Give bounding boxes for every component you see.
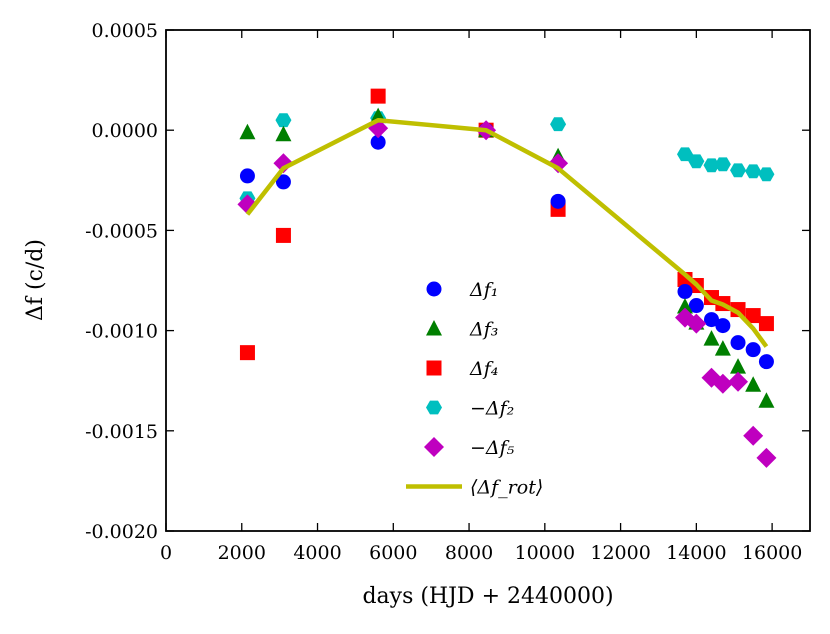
y-axis-title: Δf (c/d): [23, 239, 48, 321]
series-triangle-point: [758, 392, 775, 408]
legend-label: Δf₃: [469, 319, 498, 341]
axes: 0 2000 4000 6000 8000 10000 12000 14000 16000 0.0…: [85, 20, 811, 564]
series-triangle-point: [275, 125, 292, 142]
series-triangle-point: [714, 340, 731, 356]
series-hexagon-point: [758, 167, 775, 182]
series-circle-point: [704, 312, 720, 328]
series-triangle-point: [239, 123, 256, 140]
series-circle-point: [275, 174, 291, 190]
legend-triangle-swatch: [426, 320, 442, 336]
y-tick-label: -0.0005: [85, 220, 158, 242]
legend-circle-swatch: [426, 281, 442, 297]
x-axis-title: days (HJD + 2440000): [362, 584, 613, 609]
series-circle-point: [677, 284, 693, 300]
x-tick-label: 8000: [445, 542, 493, 564]
x-tick-label: 10000: [515, 542, 575, 564]
series-triangle-point: [730, 358, 747, 374]
plot-frame: [165, 29, 811, 532]
series-diamond-point: [756, 447, 777, 468]
y-tick-label: -0.0020: [85, 521, 158, 543]
y-tick-label: 0.0000: [92, 120, 158, 142]
series-circle-point: [745, 342, 761, 358]
series-circle-point: [730, 335, 746, 351]
x-tick-label: 0: [160, 542, 172, 564]
x-tick-label: 12000: [590, 542, 650, 564]
series-diamond-point: [743, 425, 764, 446]
y-tick-label: -0.0015: [85, 421, 158, 443]
series-hexagon-point: [745, 164, 762, 179]
series-diamond-point: [728, 371, 749, 392]
series-square-point: [370, 88, 386, 104]
series-hexagon-point: [275, 113, 292, 128]
series-diamond-point: [548, 153, 569, 174]
series-square-point: [239, 345, 255, 361]
series-circle-point: [758, 354, 774, 370]
x-tick-label: 14000: [666, 542, 726, 564]
series-square-point: [758, 316, 774, 332]
x-tick-label: 16000: [742, 542, 802, 564]
legend-diamond-swatch: [424, 437, 444, 457]
series-hexagon-point: [676, 147, 693, 162]
series-triangle-point: [745, 376, 762, 392]
y-tick-label: -0.0010: [85, 321, 158, 343]
series-line-line: [245, 117, 769, 348]
legend-label: ⟨Δf_rot⟩: [470, 477, 543, 499]
legend: Δf₁ Δf₃ Δf₄ −Δf₂ −Δf₅ ⟨Δf_rot⟩: [406, 279, 543, 499]
series-hexagon-point: [688, 154, 705, 169]
series-diamond-point: [712, 373, 733, 394]
x-tick-label: 6000: [369, 542, 417, 564]
series-square-point: [745, 308, 761, 324]
series-circle-point: [239, 168, 255, 184]
y-tick-label: 0.0005: [92, 20, 158, 42]
legend-label: Δf₁: [469, 279, 498, 301]
legend-label: −Δf₂: [470, 398, 514, 420]
series-circle-point: [550, 193, 566, 209]
series-circle-point: [715, 318, 731, 334]
series-triangle-point: [703, 330, 720, 346]
series-square-point: [275, 227, 291, 243]
data-marks: [237, 88, 777, 468]
series-hexagon-point: [714, 157, 731, 172]
series-hexagon-point: [703, 158, 720, 173]
x-tick-label: 2000: [218, 542, 266, 564]
series-hexagon-point: [550, 117, 567, 132]
legend-label: Δf₄: [469, 358, 498, 380]
legend-label: −Δf₅: [470, 437, 515, 459]
x-tick-label: 4000: [293, 542, 341, 564]
series-diamond-point: [686, 313, 707, 334]
series-triangle-point: [676, 298, 693, 314]
legend-hexagon-swatch: [426, 400, 442, 415]
series-circle-point: [688, 298, 704, 314]
series-hexagon-point: [730, 163, 747, 178]
legend-square-swatch: [426, 360, 442, 376]
series-circle-point: [370, 134, 386, 150]
